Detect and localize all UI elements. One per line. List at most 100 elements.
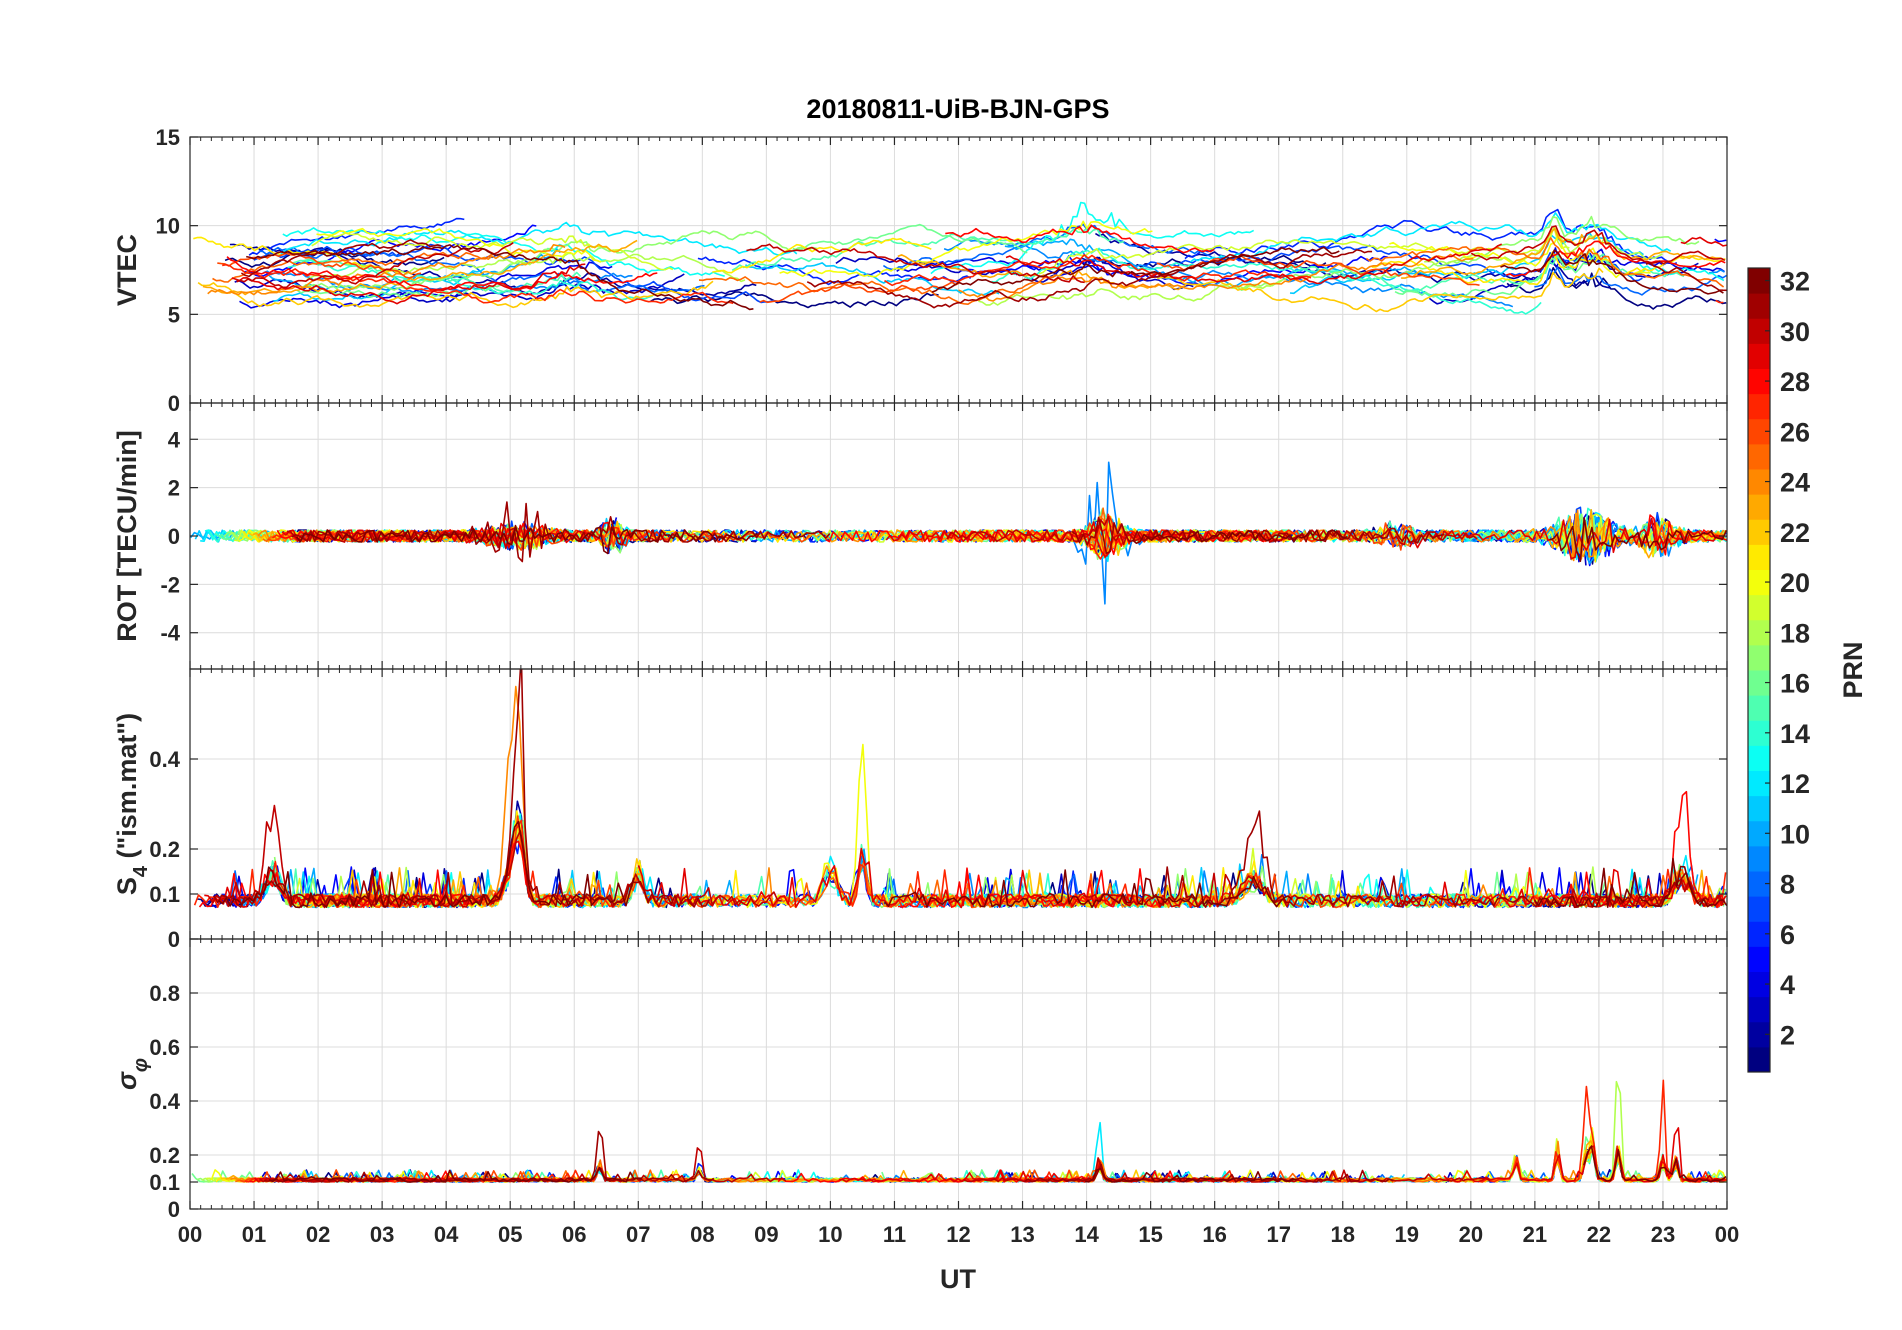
x-tick-label: 14 (1074, 1222, 1099, 1247)
colorbar-tick-label: 2 (1780, 1020, 1795, 1050)
colorbar-swatch (1748, 268, 1770, 294)
chart-title: 20180811-UiB-BJN-GPS (806, 94, 1109, 124)
panel-vtec: 0 5 10 15 VTEC (112, 125, 1728, 416)
colorbar-tick-label: 16 (1780, 669, 1810, 699)
colorbar-tick-label: 10 (1780, 819, 1810, 849)
series-prn-22 (197, 267, 1604, 313)
series-prn-27 (222, 254, 1724, 305)
y-tick-label: 15 (156, 125, 180, 150)
x-tick-label: 05 (498, 1222, 522, 1247)
x-tick-label: 18 (1331, 1222, 1355, 1247)
y-tick-label: 0.4 (149, 1089, 180, 1114)
y-axis-label-vtec: VTEC (112, 234, 142, 306)
x-tick-label: 06 (562, 1222, 586, 1247)
colorbar-swatch (1748, 343, 1770, 369)
series-prn-29 (231, 236, 1727, 305)
x-tick-label: 01 (242, 1222, 266, 1247)
colorbar-swatch (1748, 644, 1770, 671)
colorbar-tick-label: 6 (1780, 920, 1795, 950)
colorbar-swatch (1748, 670, 1770, 696)
x-tick-label: 23 (1651, 1222, 1675, 1247)
y-tick-label: -4 (160, 621, 180, 646)
y-axis-label-sigphi: σφ (112, 1058, 152, 1090)
colorbar-swatch (1748, 393, 1770, 420)
x-tick-label: 09 (754, 1222, 778, 1247)
series-prn-31 (240, 239, 1727, 309)
y-tick-label: 0 (168, 927, 180, 952)
panel-rot: -4 -2 0 2 4 ROT [TECU/min] (112, 402, 1728, 670)
colorbar-tick-label: 24 (1780, 468, 1810, 498)
y-tick-label: -2 (160, 572, 180, 597)
x-tick-label: 15 (1138, 1222, 1162, 1247)
y-axis-label-rot: ROT [TECU/min] (112, 430, 142, 641)
series-group-s4 (193, 669, 1727, 909)
series-prn-20 (316, 220, 1651, 279)
colorbar-swatch (1748, 971, 1770, 998)
panel-s4: 0 0.1 0.2 0.4S4 ("ism.mat") (112, 668, 1728, 952)
series-prn-27 (244, 1079, 1725, 1183)
x-tick-label: 17 (1266, 1222, 1290, 1247)
x-tick-label: 00 (1715, 1222, 1739, 1247)
colorbar-swatch (1748, 619, 1770, 646)
colorbar-swatch (1748, 569, 1770, 596)
colorbar-swatch (1748, 871, 1770, 897)
colorbar-tick-label: 12 (1780, 769, 1810, 799)
series-prn-12 (277, 212, 1672, 263)
colorbar-swatch (1748, 318, 1770, 344)
series-prn-32 (218, 820, 1727, 909)
y-tick-label: 0 (168, 524, 180, 549)
colorbar-frame (1747, 267, 1771, 1073)
y-tick-label: 0.2 (149, 1143, 180, 1168)
x-tick-label: 19 (1395, 1222, 1419, 1247)
y-tick-label: 0 (168, 391, 180, 416)
colorbar-swatch (1748, 720, 1770, 746)
series-prn-32 (268, 1145, 1727, 1183)
y-tick-label: 0.1 (149, 1170, 180, 1195)
x-tick-label: 12 (946, 1222, 970, 1247)
colorbar-swatch (1748, 820, 1770, 847)
colorbar-swatch (1748, 418, 1770, 445)
x-tick-label: 20 (1459, 1222, 1483, 1247)
y-tick-label: 4 (168, 427, 181, 452)
x-tick-label: 07 (626, 1222, 650, 1247)
series-group-vtec (193, 201, 1727, 315)
colorbar-swatch (1748, 896, 1770, 922)
x-tick-label: 00 (178, 1222, 202, 1247)
x-tick-label: 02 (306, 1222, 330, 1247)
colorbar-tick-label: 14 (1780, 719, 1810, 749)
y-axis-label-s4: S4 ("ism.mat") (112, 713, 152, 895)
colorbar-swatch (1748, 1046, 1770, 1073)
colorbar-tick-label: 8 (1780, 870, 1795, 900)
y-tick-label: 10 (156, 214, 180, 239)
colorbar-swatch (1748, 494, 1770, 520)
colorbar-swatch (1748, 921, 1770, 947)
series-prn-18 (201, 1080, 1725, 1183)
series-prn-31 (213, 669, 1710, 909)
colorbar-swatch (1748, 946, 1770, 972)
x-tick-label: 10 (818, 1222, 842, 1247)
colorbar-tick-label: 4 (1780, 970, 1795, 1000)
x-axis-label: UT (940, 1264, 976, 1294)
x-tick-label: 04 (434, 1222, 459, 1247)
panel-sigphi: 00.10.2 0.4 0.6 0.8 σφ (112, 938, 1728, 1222)
series-group-sigphi (191, 1079, 1727, 1183)
x-tick-label: 16 (1202, 1222, 1226, 1247)
colorbar-swatch (1748, 795, 1770, 822)
colorbar-tick-label: 26 (1780, 417, 1810, 447)
colorbar-swatch (1748, 594, 1770, 621)
y-tick-label: 0.8 (149, 981, 180, 1006)
colorbar-tick-label: 18 (1780, 618, 1810, 648)
colorbar-tick-label: 32 (1780, 267, 1810, 297)
colorbar-tick-label: 30 (1780, 317, 1810, 347)
colorbar-swatch (1748, 845, 1770, 872)
colorbar-swatch (1748, 1021, 1770, 1048)
x-tick-label: 03 (370, 1222, 394, 1247)
colorbar-swatch (1748, 544, 1770, 570)
colorbar-swatch (1748, 745, 1770, 771)
colorbar-tick-label: 28 (1780, 367, 1810, 397)
x-tick-label: 11 (883, 1222, 906, 1247)
series-prn-30 (236, 225, 1726, 289)
colorbar-swatch (1748, 469, 1770, 495)
